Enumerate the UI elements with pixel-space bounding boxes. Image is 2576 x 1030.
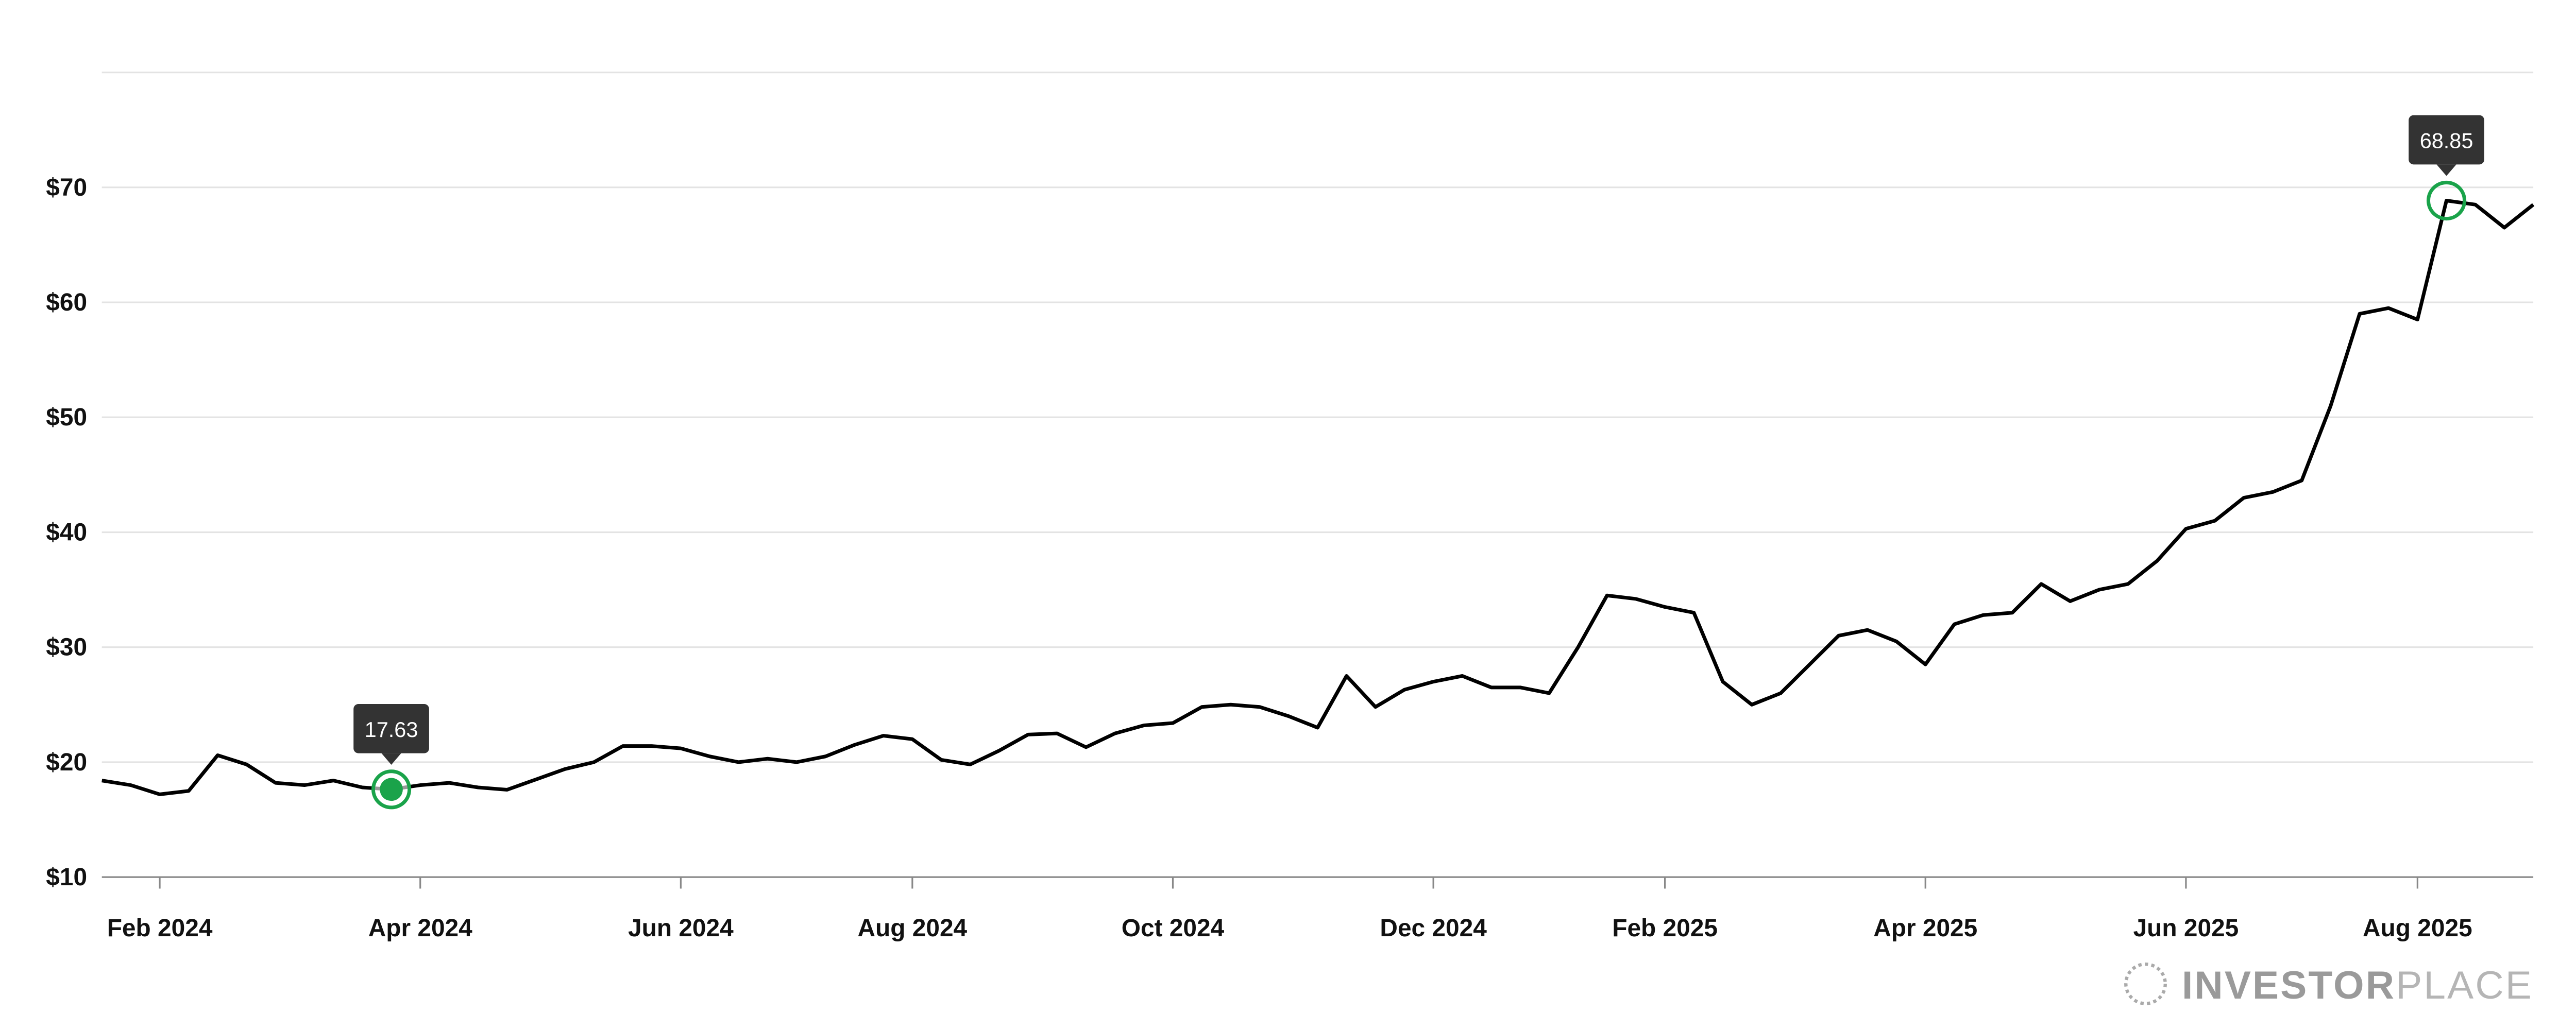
callout-box (353, 703, 429, 753)
callout-label: 17.63 (365, 717, 418, 742)
logo-bold: INVESTOR (2182, 964, 2396, 1007)
x-tick-label: Apr 2024 (368, 915, 472, 942)
logo-light: PLACE (2396, 964, 2533, 1007)
y-tick-label: $60 (46, 289, 87, 316)
callout-pointer (381, 753, 401, 765)
x-tick-label: Aug 2024 (857, 915, 967, 942)
x-tick-label: Apr 2025 (1873, 915, 1977, 942)
y-tick-label: $30 (46, 634, 87, 661)
y-tick-label: $10 (46, 864, 87, 891)
x-tick-label: Feb 2025 (1612, 915, 1718, 942)
x-tick-label: Aug 2025 (2363, 915, 2472, 942)
x-tick-label: Jun 2024 (628, 915, 734, 942)
y-tick-label: $50 (46, 404, 87, 431)
x-tick-label: Jun 2025 (2133, 915, 2239, 942)
callout-dot (380, 778, 403, 801)
x-tick-label: Dec 2024 (1380, 915, 1487, 942)
y-tick-label: $20 (46, 749, 87, 776)
callout-label: 68.85 (2420, 128, 2473, 152)
callout-box (2409, 115, 2484, 165)
y-tick-label: $40 (46, 519, 87, 546)
callout-ring (2426, 180, 2467, 221)
price-line (101, 199, 2535, 796)
y-tick-label: $70 (46, 174, 87, 201)
callout-pointer (2436, 164, 2456, 176)
x-tick-label: Feb 2024 (107, 915, 213, 942)
x-tick-label: Oct 2024 (1122, 915, 1225, 942)
logo-icon (2124, 962, 2167, 1005)
logo: INVESTORPLACE (2182, 964, 2533, 1007)
